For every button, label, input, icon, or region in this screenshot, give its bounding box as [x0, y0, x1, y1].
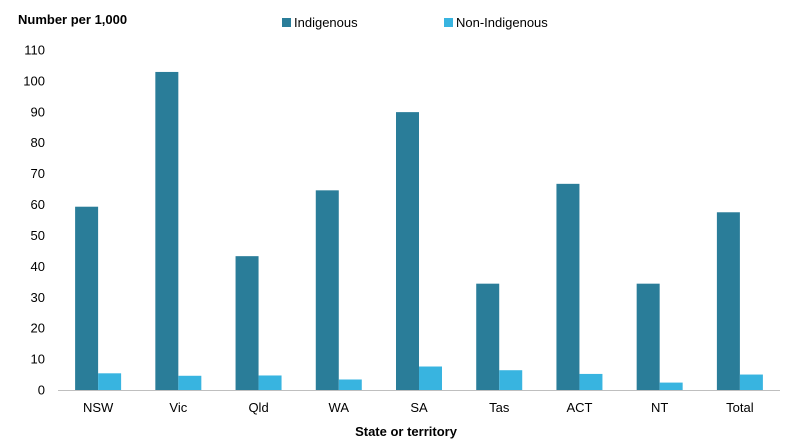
bar-non-indigenous-act: [579, 373, 603, 390]
y-tick-label: 20: [31, 321, 45, 336]
bars: [75, 71, 763, 391]
bar-non-indigenous-vic: [178, 375, 202, 390]
x-tick-label-nt: NT: [651, 400, 668, 415]
y-tick-label: 80: [31, 135, 45, 150]
legend-swatch-indigenous: [282, 18, 291, 27]
y-tick-label: 110: [24, 43, 45, 58]
x-tick-label-tas: Tas: [489, 400, 510, 415]
x-tick-label-act: ACT: [566, 400, 592, 415]
bar-indigenous-sa: [396, 112, 419, 391]
x-tick-label-total: Total: [726, 400, 754, 415]
bar-non-indigenous-tas: [499, 370, 523, 390]
y-tick-label: 70: [31, 166, 45, 181]
y-tick-label: 10: [31, 352, 45, 367]
bar-non-indigenous-wa: [338, 379, 362, 390]
legend-label-indigenous: Indigenous: [294, 15, 358, 30]
bar-non-indigenous-nsw: [98, 373, 122, 390]
x-axis-ticks: NSW Vic Qld WA SA Tas ACT NT Total: [83, 400, 754, 415]
x-tick-label-qld: Qld: [248, 400, 268, 415]
bar-indigenous-act: [556, 183, 580, 390]
y-tick-label: 100: [23, 73, 45, 88]
bar-indigenous-nsw: [75, 206, 99, 390]
bar-indigenous-tas: [476, 283, 500, 390]
x-tick-label-vic: Vic: [169, 400, 187, 415]
y-tick-label: 40: [31, 259, 45, 274]
bar-non-indigenous-qld: [258, 375, 282, 390]
y-axis-title: Number per 1,000: [18, 12, 127, 27]
bar-indigenous-wa: [315, 190, 339, 390]
y-tick-label: 90: [31, 104, 45, 119]
bar-non-indigenous-nt: [659, 382, 683, 390]
bar-indigenous-nt: [636, 283, 660, 390]
y-tick-label: 30: [31, 290, 45, 305]
bar-indigenous-qld: [235, 256, 259, 390]
x-tick-label-wa: WA: [329, 400, 350, 415]
x-tick-label-nsw: NSW: [83, 400, 114, 415]
y-axis-ticks: 0 10 20 30 40 50 60 70 80 90 100 110: [23, 43, 45, 398]
bar-non-indigenous-sa: [419, 366, 442, 390]
bar-non-indigenous-total: [739, 374, 763, 390]
x-tick-label-sa: SA: [410, 400, 428, 415]
y-tick-label: 50: [31, 228, 45, 243]
legend-swatch-non-indigenous: [444, 18, 453, 27]
legend: Indigenous Non-Indigenous: [282, 15, 548, 30]
bar-indigenous-vic: [155, 71, 179, 390]
y-tick-label: 0: [38, 383, 45, 398]
bar-indigenous-total: [716, 212, 740, 390]
legend-label-non-indigenous: Non-Indigenous: [456, 15, 548, 30]
x-axis-title: State or territory: [355, 424, 458, 439]
y-tick-label: 60: [31, 197, 45, 212]
